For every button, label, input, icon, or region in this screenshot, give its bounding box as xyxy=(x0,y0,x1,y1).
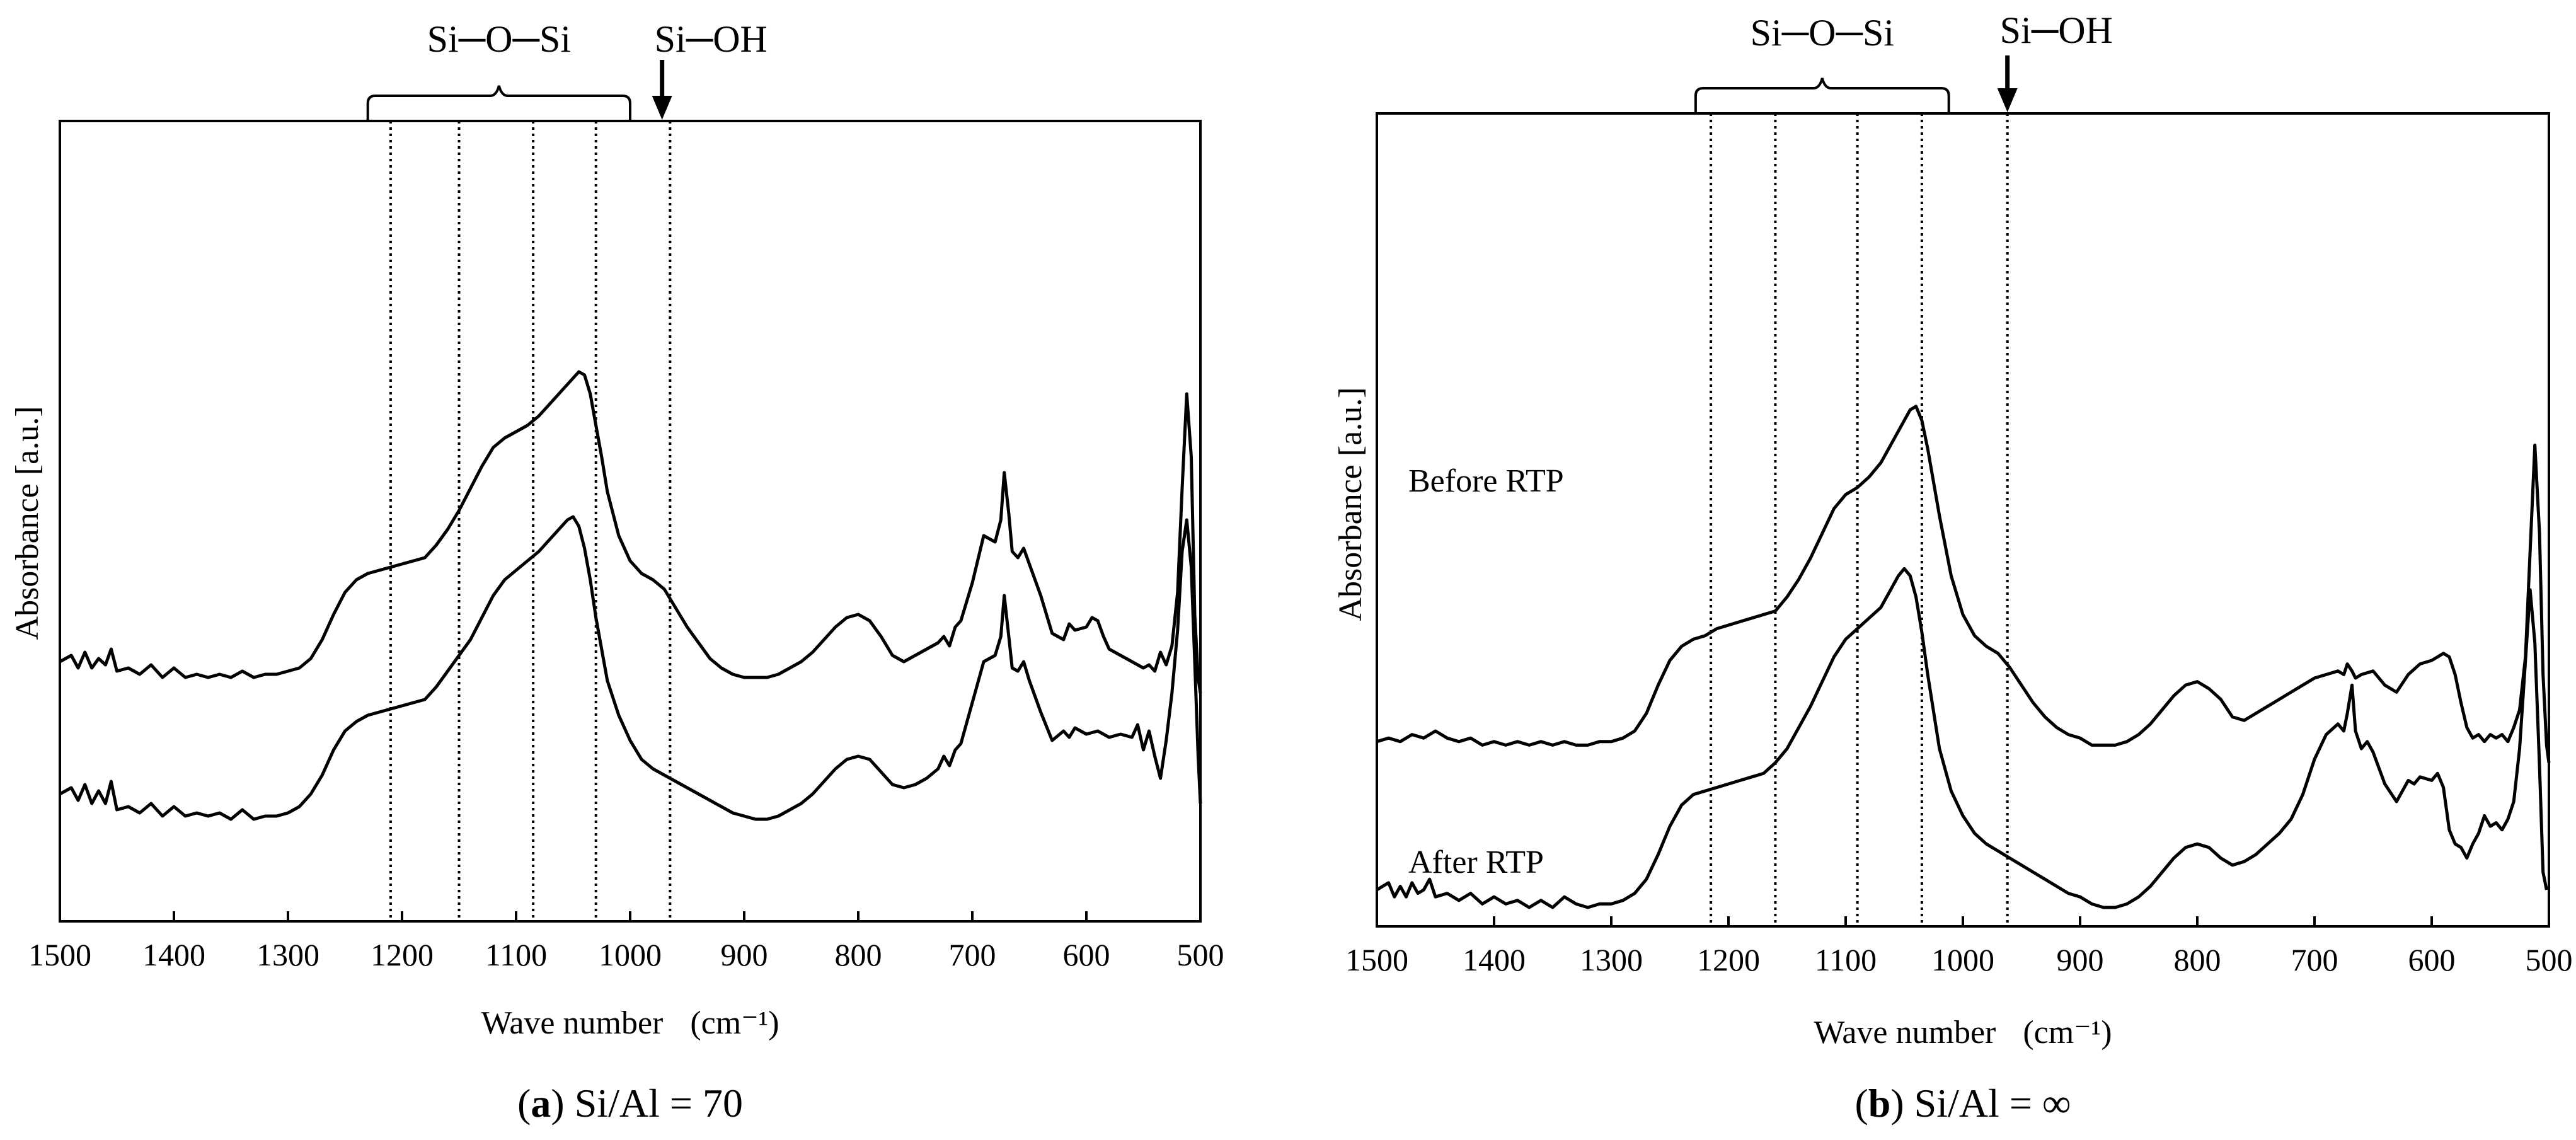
panel-b-caption-paren-open: ( xyxy=(1854,1081,1868,1126)
panel-a-x-ticks: 1500 1400 1300 1200 1100 1000 900 800 700 600 500 xyxy=(28,911,1224,972)
panel-b-tick-label-1300: 1300 xyxy=(1580,942,1643,977)
panel-a-tick-label-500: 500 xyxy=(1177,937,1224,972)
panel-b-after-rtp-label: After RTP xyxy=(1408,844,1544,880)
panel-a-tick-label-700: 700 xyxy=(949,937,996,972)
panel-b-si-oh-label: Si─OH xyxy=(2000,9,2113,51)
panel-b-tick-label-700: 700 xyxy=(2291,942,2338,977)
panel-a-y-axis-label: Absorbance [a.u.] xyxy=(9,406,45,640)
panel-a-si-oh-label: Si─OH xyxy=(655,18,768,60)
panel-a-series xyxy=(59,370,1202,821)
panel-b-x-axis-title: Wave number xyxy=(1814,1015,1996,1051)
panel-b-caption-letter: b xyxy=(1868,1081,1891,1126)
panel-b-x-axis-unit: (cm⁻¹) xyxy=(2023,1015,2112,1051)
panel-b-series xyxy=(1376,405,2551,909)
panel-b-tick-label-1000: 1000 xyxy=(1931,942,1994,977)
panel-b-tick-label-1500: 1500 xyxy=(1345,942,1408,977)
panel-b-y-axis-label: Absorbance [a.u.] xyxy=(1333,387,1369,621)
panel-a-caption-paren-open: ( xyxy=(517,1081,531,1126)
panel-b-caption-text: Si/Al = ∞ xyxy=(1904,1081,2071,1126)
panel-a-series-after-rtp xyxy=(59,515,1202,821)
panel-b-tick-label-500: 500 xyxy=(2526,942,2573,977)
panel-a-tick-label-1500: 1500 xyxy=(28,937,91,972)
panel-b-tick-label-1200: 1200 xyxy=(1697,942,1760,977)
panel-b-caption-paren-close: ) xyxy=(1890,1081,1904,1126)
panel-b-tick-label-1100: 1100 xyxy=(1815,942,1877,977)
panel-a-caption-letter: a xyxy=(531,1081,551,1126)
panel-a-x-axis-unit: (cm⁻¹) xyxy=(690,1005,779,1041)
panel-b-plot-frame xyxy=(1376,112,2550,928)
panel-b-si-oh-arrowhead xyxy=(1997,88,2018,112)
panel-a-caption-text: Si/Al = 70 xyxy=(565,1081,743,1126)
panel-b-tick-label-600: 600 xyxy=(2408,942,2456,977)
panel-a-caption-paren-close: ) xyxy=(551,1081,564,1126)
panel-b-annotations: Si─O─Si Si─OH xyxy=(1694,9,2113,112)
panel-a: 1500 1400 1300 1200 1100 1000 900 800 700 600 500 … xyxy=(9,18,1224,1126)
panel-a-tick-label-1100: 1100 xyxy=(485,937,547,972)
panel-a-tick-label-1300: 1300 xyxy=(256,937,319,972)
panel-b-si-o-si-bracket xyxy=(1694,78,1950,112)
panel-a-tick-label-1200: 1200 xyxy=(371,937,434,972)
panel-a-x-axis-title: Wave number xyxy=(481,1005,663,1041)
panel-b: 1500 1400 1300 1200 1100 1000 900 800 700 600 500 … xyxy=(1333,9,2573,1126)
panel-b-si-o-si-label: Si─O─Si xyxy=(1751,12,1894,54)
panel-a-x-axis-label: Wave number (cm⁻¹) xyxy=(481,1005,779,1041)
panel-a-si-oh-arrowhead xyxy=(652,96,672,120)
panel-a-tick-label-1400: 1400 xyxy=(142,937,205,972)
panel-b-series-before-rtp xyxy=(1376,405,2551,763)
panel-a-si-o-si-bracket xyxy=(366,85,631,120)
panel-b-x-ticks: 1500 1400 1300 1200 1100 1000 900 800 700 600 500 xyxy=(1345,916,2573,977)
panel-a-series-before-rtp xyxy=(59,370,1202,694)
panel-b-tick-label-1400: 1400 xyxy=(1463,942,1526,977)
panel-a-plot-frame xyxy=(59,120,1202,923)
panel-b-before-rtp-label: Before RTP xyxy=(1408,463,1564,499)
panel-b-series-after-rtp xyxy=(1376,567,2548,909)
panel-b-tick-label-800: 800 xyxy=(2174,942,2221,977)
panel-b-caption: (b) Si/Al = ∞ xyxy=(1854,1081,2071,1126)
panel-a-caption: (a) Si/Al = 70 xyxy=(517,1081,743,1126)
panel-b-x-axis-label: Wave number (cm⁻¹) xyxy=(1814,1015,2112,1051)
panel-a-si-o-si-label: Si─O─Si xyxy=(427,18,571,60)
panel-a-annotations: Si─O─Si Si─OH xyxy=(366,18,768,120)
panel-a-tick-label-900: 900 xyxy=(721,937,768,972)
panel-a-tick-label-600: 600 xyxy=(1063,937,1110,972)
panel-a-tick-label-800: 800 xyxy=(835,937,882,972)
panel-b-reference-lines xyxy=(1710,113,2009,926)
panel-b-tick-label-900: 900 xyxy=(2057,942,2104,977)
panel-a-reference-lines xyxy=(389,121,672,921)
panel-a-tick-label-1000: 1000 xyxy=(599,937,662,972)
